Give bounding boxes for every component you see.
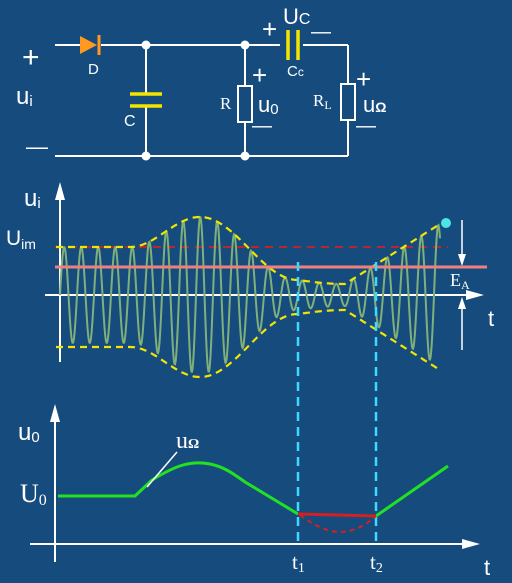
junction-dots	[141, 40, 250, 161]
input-plot-y-label: ui	[24, 185, 41, 212]
input-plot-t-arrowhead	[466, 290, 484, 300]
output-plus-sign: +	[252, 60, 267, 90]
output-clipped-segment	[297, 512, 377, 518]
output-waveform-plot: u0 uΩ U0 t1 t2 t	[18, 404, 490, 580]
input-minus-sign: —	[26, 134, 48, 159]
resistor-r-symbol	[237, 85, 253, 123]
output-plot-y-label: u0	[18, 419, 40, 446]
ea-dimension-arrows	[458, 220, 466, 350]
carrier-waveform	[59, 216, 441, 373]
output-voltage-label: u0	[258, 92, 279, 118]
filter-capacitor-label: C	[124, 113, 136, 130]
load-output-label: uΩ	[363, 92, 386, 117]
diode-symbol	[80, 35, 101, 55]
peak-amplitude-label: Uim	[6, 227, 36, 252]
diode-label: D	[88, 61, 99, 78]
t2-label: t2	[370, 550, 383, 576]
input-waveform-plot: ui Uim EA t	[6, 182, 494, 379]
resistor-r-label: R	[220, 94, 232, 113]
coupling-minus-sign: —	[311, 21, 331, 43]
output-plot-t-arrowhead	[462, 539, 480, 549]
coupling-capacitor-label: Cc	[287, 63, 304, 80]
output-minus-sign: —	[252, 115, 272, 137]
envelope-u-omega-label: uΩ	[176, 428, 199, 454]
load-resistor-label: RL	[313, 91, 332, 112]
peak-marker-dot	[441, 218, 451, 228]
circuit-schematic: D C R + u0 — + UC — Cc RL	[16, 4, 386, 161]
coupling-capacitor-symbol	[286, 30, 300, 60]
input-voltage-label: ui	[16, 83, 33, 110]
output-plot-y-arrowhead	[50, 404, 60, 422]
coupling-plus-sign: +	[262, 14, 277, 44]
output-demodulated-curve	[58, 461, 449, 518]
envelope-label-leader	[146, 451, 178, 488]
t1-label: t1	[292, 550, 305, 576]
filter-capacitor-symbol	[130, 92, 162, 108]
lower-envelope	[56, 308, 441, 379]
dc-level-u0-label: U0	[20, 479, 47, 509]
output-plot-t-label: t	[484, 555, 490, 580]
input-plus-sign: +	[22, 41, 40, 74]
coupling-voltage-label: UC	[283, 4, 310, 29]
output-expected-dip-dashed	[299, 514, 377, 534]
load-plus-sign: +	[356, 64, 371, 94]
input-plot-t-label: t	[488, 306, 494, 331]
load-minus-sign: —	[356, 115, 376, 137]
threshold-ea-label: EA	[450, 270, 470, 292]
time-guide-lines	[296, 262, 378, 544]
load-resistor-symbol	[340, 83, 356, 121]
circuit-wires	[55, 44, 349, 157]
input-plot-y-arrowhead	[55, 182, 65, 200]
